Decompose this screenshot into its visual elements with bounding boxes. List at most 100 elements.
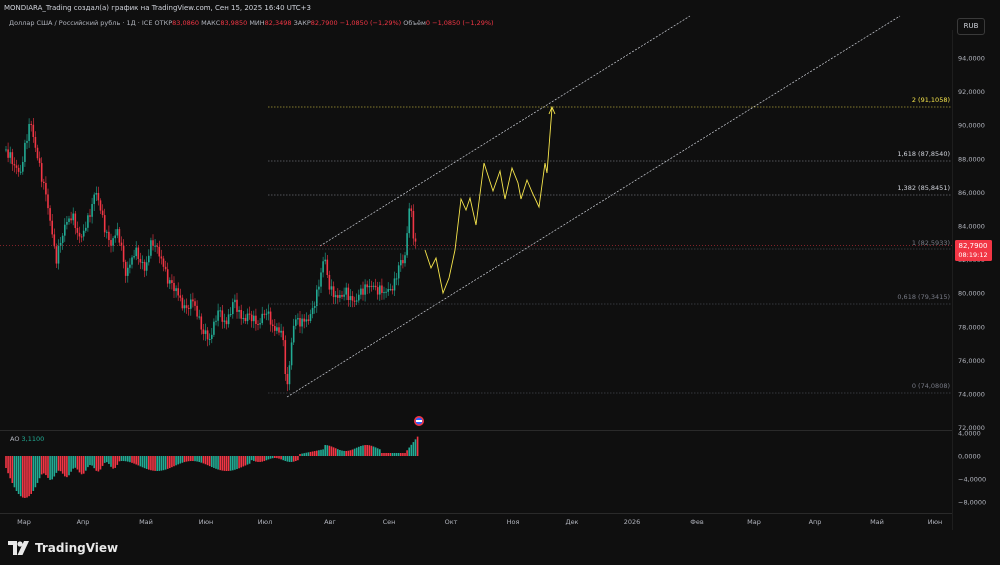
ao-bar xyxy=(43,456,45,474)
ao-legend[interactable]: AO 3,1100 xyxy=(10,435,44,443)
price-axis-tick: 78,0000 xyxy=(958,323,985,331)
candle-body xyxy=(177,288,179,296)
ao-bar xyxy=(368,445,371,456)
ao-bar xyxy=(72,456,74,469)
projection-path[interactable] xyxy=(424,107,553,295)
ao-bar xyxy=(139,456,142,467)
candle-body xyxy=(7,149,9,158)
chart-title: MONDIARA_Trading создал(а) график на Tra… xyxy=(4,4,311,12)
candle-body xyxy=(171,280,173,283)
candle-body xyxy=(114,235,116,239)
ao-bar xyxy=(263,456,266,462)
projection-arrowhead xyxy=(548,105,556,115)
candle-body xyxy=(13,164,16,166)
candle-body xyxy=(242,317,245,319)
channel-lower-line[interactable] xyxy=(286,15,901,398)
ao-bar xyxy=(332,447,335,456)
candle-body xyxy=(229,314,232,316)
candle-body xyxy=(408,208,410,234)
candle-body xyxy=(395,278,398,280)
candle-body xyxy=(358,294,360,301)
ao-bar xyxy=(215,456,217,469)
ao-bar xyxy=(238,456,240,469)
ao-bar xyxy=(305,452,308,456)
fib-level-0618-label: 0,618 (79,3415) xyxy=(897,293,950,301)
candle-body xyxy=(236,299,238,312)
fib-level-1382-label: 1,382 (85,8451) xyxy=(897,184,950,192)
ao-bar xyxy=(316,450,318,456)
ao-axis-tick: −4,0000 xyxy=(958,476,986,484)
ao-bar xyxy=(276,456,278,459)
ao-bar xyxy=(47,456,49,478)
channel-upper-line[interactable] xyxy=(319,15,691,247)
candle-body xyxy=(110,240,112,246)
candle-body xyxy=(129,264,131,268)
currency-button[interactable]: RUB xyxy=(957,18,985,35)
ao-bar xyxy=(120,456,123,462)
ao-bar xyxy=(101,456,104,466)
price-axis-tick: 76,0000 xyxy=(958,357,985,365)
candle-body xyxy=(307,319,310,321)
ao-bar xyxy=(416,436,419,456)
candle-body xyxy=(400,260,402,266)
candle-body xyxy=(202,329,205,334)
ao-bar xyxy=(219,456,221,471)
candle-body xyxy=(55,246,58,264)
fibonacci-levels[interactable]: 2 (91,1058) 1,618 (87,8540) 1,382 (85,84… xyxy=(268,96,952,394)
ao-axis[interactable]: 4,0000 0,0000 −4,0000 −8,0000 xyxy=(958,430,986,507)
ao-bar xyxy=(179,456,182,464)
ao-bar xyxy=(103,456,106,463)
ao-bar xyxy=(389,453,392,456)
ao-axis-tick: 0,0000 xyxy=(958,453,981,461)
ao-bar xyxy=(137,456,140,466)
candle-body xyxy=(259,323,261,325)
ao-bar xyxy=(9,456,11,479)
candle-body xyxy=(334,295,337,298)
candle-body xyxy=(217,310,219,321)
candle-body xyxy=(49,208,51,221)
ao-bar xyxy=(412,442,415,456)
candle-body xyxy=(341,294,343,297)
close-label: ЗАКР xyxy=(293,19,311,27)
candle-body xyxy=(66,221,68,225)
tradingview-logo[interactable]: TradingView xyxy=(8,540,118,556)
candle-body xyxy=(40,163,43,182)
ao-bar xyxy=(99,456,102,470)
ao-bar xyxy=(185,456,188,462)
candle-body xyxy=(324,259,326,262)
ao-bar xyxy=(322,449,324,456)
candle-body xyxy=(22,161,24,172)
candle-body xyxy=(95,192,98,195)
candle-body xyxy=(250,314,253,322)
candle-body xyxy=(280,330,282,333)
ao-bar xyxy=(5,456,7,468)
ao-bar xyxy=(152,456,154,471)
event-flag-icon[interactable] xyxy=(414,416,424,426)
candle-body xyxy=(257,324,259,326)
price-tag-value: 82,7900 xyxy=(959,242,988,250)
ao-bar xyxy=(223,456,226,471)
price-axis-tick: 92,0000 xyxy=(958,88,985,96)
candle-body xyxy=(82,230,85,237)
symbol-name[interactable]: Доллар США / Российский рубль · 1Д · ICE xyxy=(9,19,153,27)
ao-bar xyxy=(278,456,280,459)
high-label: МАКС xyxy=(201,19,221,27)
price-chart[interactable]: 2 (91,1058) 1,618 (87,8540) 1,382 (85,84… xyxy=(0,0,1000,530)
ao-bar xyxy=(26,456,28,498)
ao-bar xyxy=(257,456,259,462)
time-axis-tick: Май xyxy=(139,518,153,526)
ao-bar xyxy=(164,456,167,470)
time-axis[interactable]: Мар Апр Май Июн Июл Авг Сен Окт Ноя Дек 2026 Фев Мар… xyxy=(17,518,942,526)
candle-body xyxy=(74,213,77,228)
candle-body xyxy=(221,310,224,322)
candle-body xyxy=(368,285,371,288)
candle-body xyxy=(326,259,329,275)
ao-bar xyxy=(78,456,81,473)
candle-body xyxy=(137,247,140,259)
ao-bar xyxy=(154,456,156,471)
candle-body xyxy=(389,288,392,290)
ao-bar xyxy=(330,446,333,456)
ao-bar xyxy=(351,449,354,456)
candle-body xyxy=(28,123,30,141)
ao-bar xyxy=(51,456,53,480)
